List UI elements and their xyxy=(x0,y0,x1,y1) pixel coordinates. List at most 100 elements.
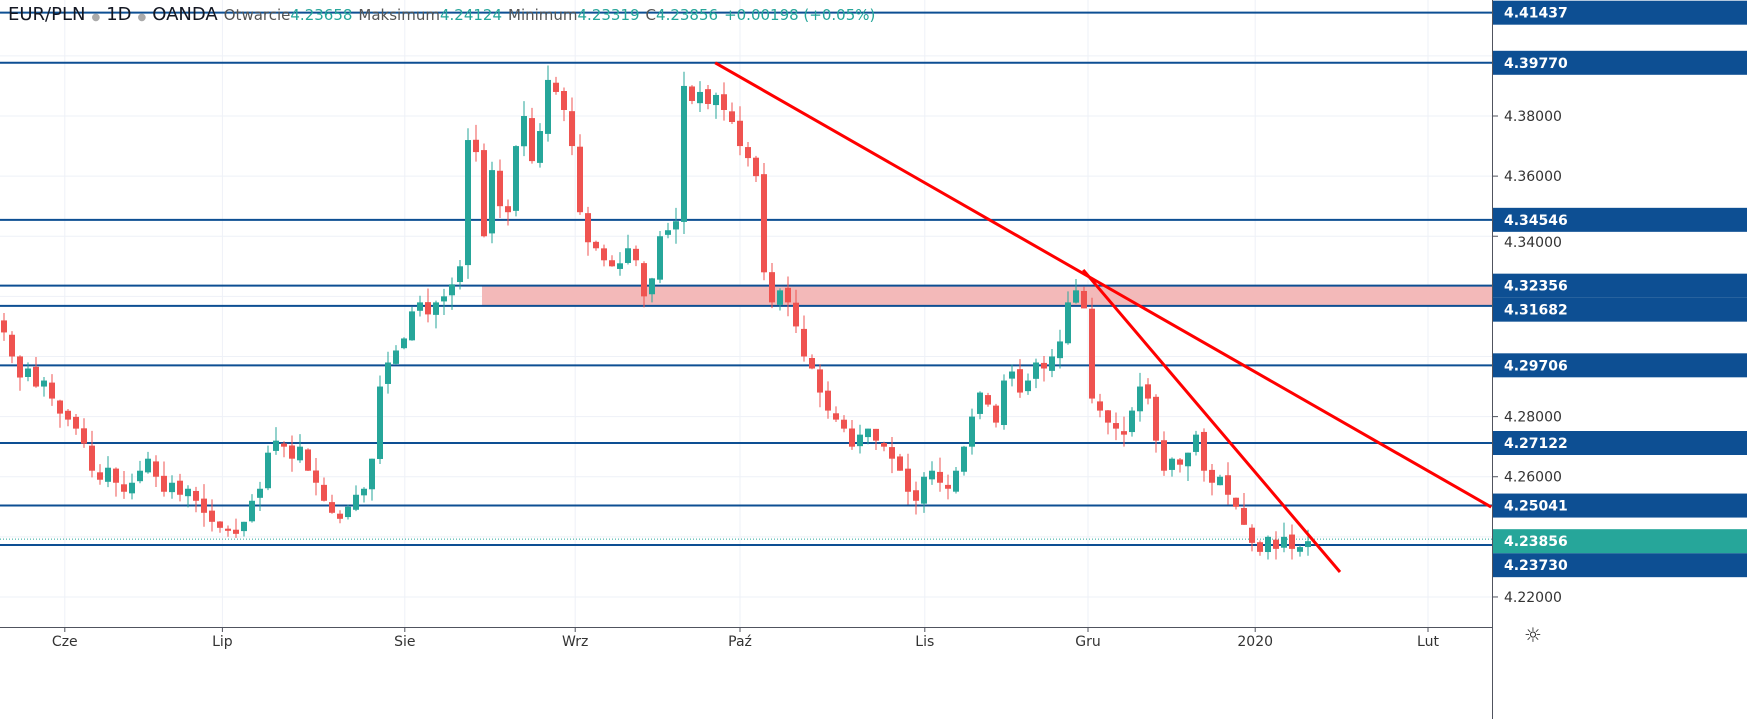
candle-body xyxy=(553,82,559,92)
time-tick-label: Lut xyxy=(1417,634,1439,650)
candle-body xyxy=(257,488,263,498)
level-price-label: 4.34546 xyxy=(1504,213,1568,229)
candle-body xyxy=(1137,386,1143,412)
candle-body xyxy=(481,150,487,237)
candle-body xyxy=(1241,508,1247,525)
level-price-label-bg xyxy=(1493,273,1747,298)
time-tick-label: Wrz xyxy=(562,634,588,650)
candle-body xyxy=(545,79,551,134)
level-price-label: 4.31682 xyxy=(1504,303,1568,319)
candle-body xyxy=(841,419,847,429)
candle-body xyxy=(825,390,831,411)
candle-body xyxy=(905,468,911,492)
price-tick-label: 4.34000 xyxy=(1504,235,1562,251)
candle-body xyxy=(1153,396,1159,441)
candle-body xyxy=(889,447,895,459)
price-tick-label: 4.22000 xyxy=(1504,590,1562,606)
candle-body xyxy=(1025,380,1031,392)
candle-body xyxy=(393,350,399,364)
candle-body xyxy=(721,94,727,110)
candle-body xyxy=(585,213,591,243)
level-price-label: 4.39770 xyxy=(1504,56,1568,72)
candle-body xyxy=(217,521,223,528)
candle-body xyxy=(57,400,63,414)
price-tick-label: 4.26000 xyxy=(1504,470,1562,486)
candle-body xyxy=(65,410,71,420)
candle-body xyxy=(833,413,839,420)
symbol-legend: EUR/PLN ● 1D ● OANDA Otwarcie4.23658 Mak… xyxy=(8,4,876,25)
candle-body xyxy=(1089,308,1095,399)
time-tick-label: 2020 xyxy=(1237,634,1273,650)
candle-body xyxy=(289,445,295,459)
candle-body xyxy=(705,89,711,104)
candle-body xyxy=(1145,384,1151,399)
candle-body xyxy=(1273,539,1279,549)
level-price-label-bg xyxy=(1493,207,1747,232)
candle-body xyxy=(857,434,863,447)
open-value: 4.23658 xyxy=(290,6,353,24)
candle-body xyxy=(449,284,455,296)
candle-body xyxy=(185,488,191,497)
candle-body xyxy=(9,334,15,357)
candle-body xyxy=(273,440,279,451)
candle-body xyxy=(1041,362,1047,369)
candle-body xyxy=(89,445,95,471)
candle-body xyxy=(1289,534,1295,549)
candle-body xyxy=(369,458,375,490)
candle-body xyxy=(985,395,991,405)
candle-body xyxy=(1209,469,1215,483)
close-label: C xyxy=(645,6,657,24)
time-tick-label: Cze xyxy=(52,634,78,650)
interval[interactable]: 1D xyxy=(106,4,132,25)
candle-body xyxy=(777,290,783,305)
candle-body xyxy=(849,428,855,447)
time-axis xyxy=(0,627,1492,719)
candle-body xyxy=(937,471,943,483)
candle-body xyxy=(145,458,151,473)
candle-body xyxy=(737,120,743,147)
candle-body xyxy=(1049,356,1055,371)
close-value: 4.23856 xyxy=(656,6,719,24)
candle-body xyxy=(1177,459,1183,465)
candle-body xyxy=(729,111,735,123)
candle-body xyxy=(329,502,335,513)
symbol-name[interactable]: EUR/PLN xyxy=(8,4,86,25)
candle-body xyxy=(33,366,39,387)
candle-body xyxy=(1201,431,1207,471)
candle-body xyxy=(657,236,663,280)
candle-body xyxy=(809,358,815,369)
candle-body xyxy=(169,482,175,493)
candle-body xyxy=(873,428,879,441)
candle-body xyxy=(425,302,431,315)
level-price-label-bg xyxy=(1493,0,1747,25)
candle-body xyxy=(649,278,655,295)
level-price-label-bg xyxy=(1493,493,1747,518)
candle-body xyxy=(113,468,119,483)
candle-body xyxy=(1305,541,1311,548)
candle-body xyxy=(537,131,543,163)
settings-icon[interactable]: ☼ xyxy=(1524,623,1542,647)
resistance-zone xyxy=(482,285,1492,306)
candle-body xyxy=(969,416,975,447)
candle-body xyxy=(129,482,135,494)
low-label: Minimum xyxy=(508,6,578,24)
candle-body xyxy=(1265,536,1271,553)
level-price-label: 4.27122 xyxy=(1504,436,1568,452)
candle-body xyxy=(681,85,687,222)
candle-body xyxy=(1233,497,1239,507)
candle-body xyxy=(761,174,767,273)
candle-body xyxy=(697,91,703,104)
time-tick-label: Sie xyxy=(394,634,415,650)
candle-body xyxy=(49,382,55,399)
candle-body xyxy=(561,91,567,110)
change-value: +0.00198 (+0.05%) xyxy=(724,6,876,24)
candle-body xyxy=(521,116,527,147)
candle-body xyxy=(345,506,351,518)
candle-body xyxy=(913,490,919,501)
candle-body xyxy=(385,362,391,384)
time-tick-label: Lip xyxy=(212,634,233,650)
level-price-label: 4.41437 xyxy=(1504,6,1568,22)
candle-body xyxy=(921,476,927,504)
candle-body xyxy=(713,94,719,106)
